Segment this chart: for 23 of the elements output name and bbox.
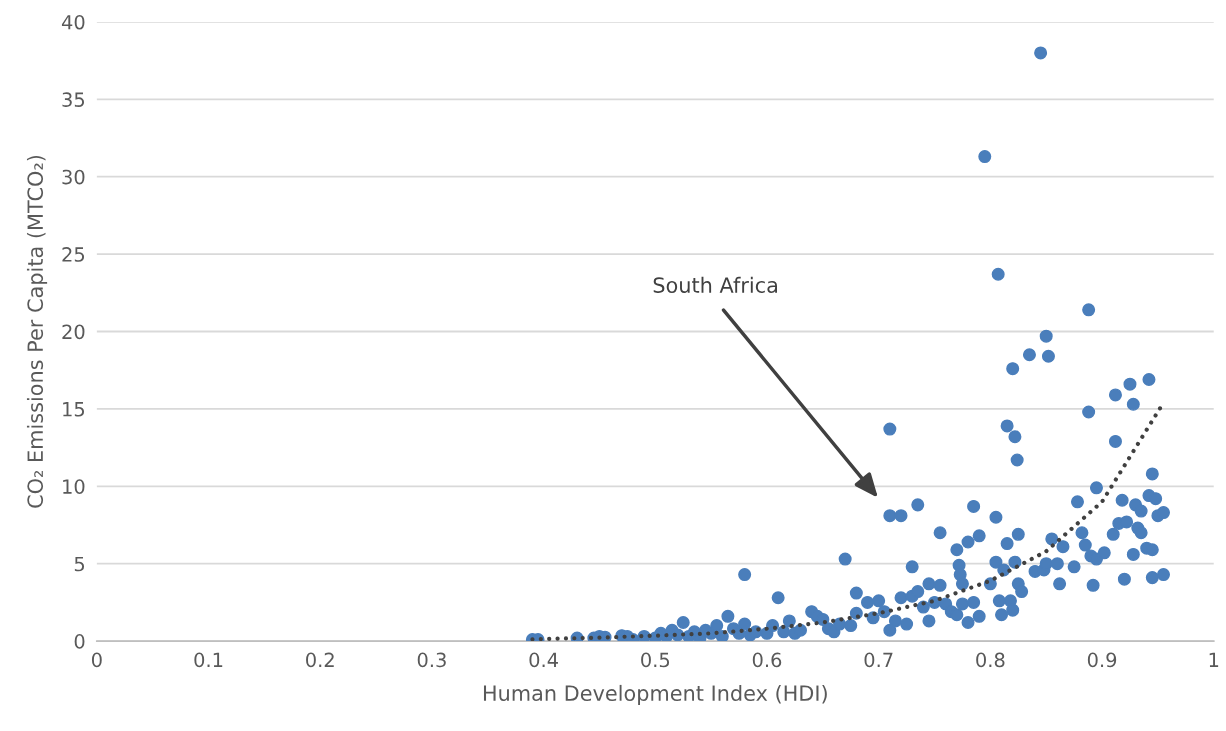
y-tick-label: 10 — [63, 479, 85, 494]
x-tick-label: 0.4 — [529, 652, 558, 668]
x-tick-label: 0.8 — [976, 652, 1005, 668]
x-tick-label: 0.1 — [194, 652, 223, 668]
x-tick-label: 0.9 — [1087, 652, 1117, 668]
x-tick-label: 1 — [1209, 652, 1219, 667]
y-tick-label: 0 — [74, 634, 85, 649]
x-tick-label: 0 — [91, 652, 102, 668]
y-tick-label: 35 — [62, 92, 85, 107]
y-tick-label: 15 — [63, 402, 85, 417]
x-tick-label: 0.3 — [417, 652, 446, 668]
y-tick-label: 30 — [62, 169, 85, 185]
x-tick-label: 0.2 — [306, 652, 334, 668]
y-tick-label: 20 — [62, 324, 85, 340]
annotation: South Africa — [653, 276, 778, 293]
y-axis-title: CO₂ Emissions Per Capita (MTCO₂) — [26, 155, 48, 508]
y-tick-label: 40 — [61, 14, 85, 30]
x-tick-label: 0.7 — [864, 652, 893, 668]
x-axis-title: Human Development Index (HDI) — [483, 684, 827, 706]
y-tick-label: 25 — [62, 247, 85, 262]
y-tick-label: 5 — [74, 556, 85, 572]
x-tick-label: 0.6 — [752, 652, 782, 668]
x-tick-label: 0.5 — [641, 652, 670, 668]
